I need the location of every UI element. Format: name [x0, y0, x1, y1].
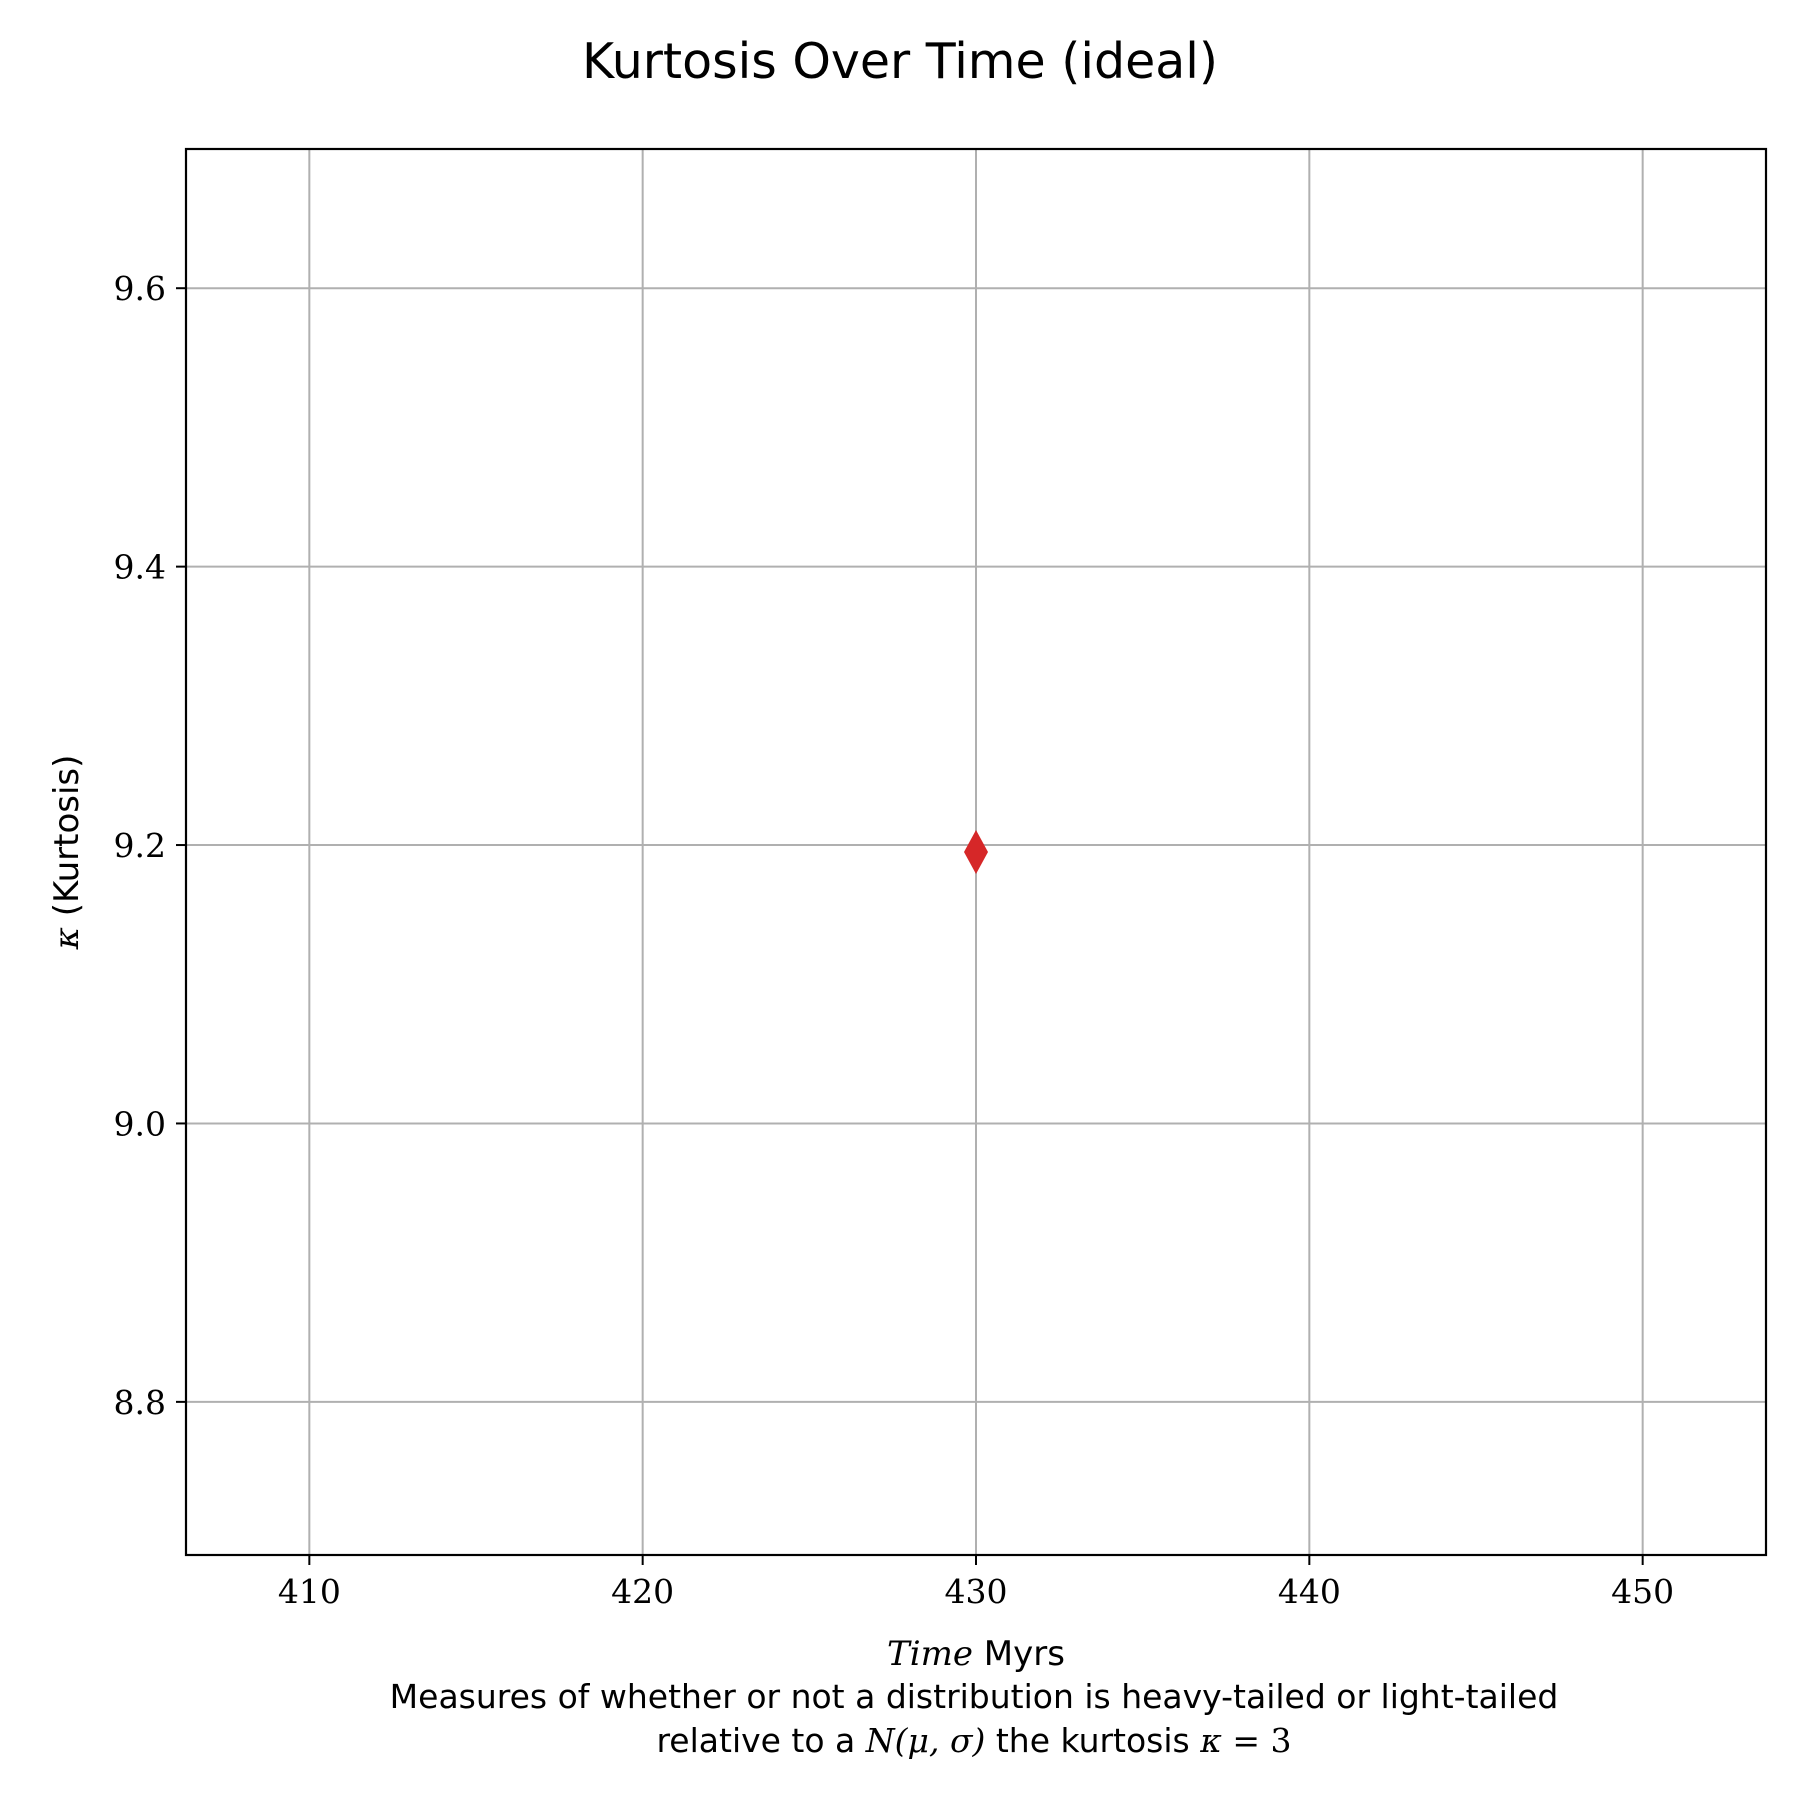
caption-line-2-mid: the kurtosis — [985, 1721, 1200, 1760]
x-tick-label: 410 — [278, 1572, 341, 1611]
caption-line-2: relative to a N(μ, σ) the kurtosis κ = 3 — [656, 1721, 1291, 1760]
x-axis-label-unit: Myrs — [973, 1634, 1065, 1674]
grid — [186, 149, 1766, 1555]
x-axis-label-math: Time — [887, 1634, 973, 1674]
data-points — [964, 830, 988, 874]
chart-title: Kurtosis Over Time (ideal) — [582, 33, 1218, 90]
caption-line-2-math-kappa: κ — [1199, 1721, 1222, 1760]
data-point-diamond — [964, 830, 988, 874]
x-axis-label: Time Myrs — [887, 1634, 1065, 1674]
x-tick-label: 440 — [1278, 1572, 1341, 1611]
y-axis-label: κ (Kurtosis) — [47, 755, 87, 951]
y-axis-label-text: (Kurtosis) — [47, 755, 87, 927]
x-tick-label: 450 — [1611, 1572, 1674, 1611]
y-tick-label: 9.6 — [114, 269, 166, 308]
caption-line-1: Measures of whether or not a distributio… — [390, 1677, 1559, 1716]
x-tick-label: 430 — [945, 1572, 1008, 1611]
y-tick-label: 9.0 — [114, 1104, 166, 1143]
caption-line-2-math-args: (μ, σ) — [895, 1721, 986, 1760]
y-tick-label: 9.2 — [114, 826, 166, 865]
caption-line-2-math-n: N — [865, 1721, 896, 1760]
x-tick-label: 420 — [611, 1572, 674, 1611]
y-tick-label: 8.8 — [114, 1383, 166, 1422]
axis-ticks: 410 420 430 440 450 8.8 9.0 9.2 9.4 9.6 — [114, 269, 1675, 1611]
y-axis-label-symbol: κ — [47, 927, 87, 950]
caption-line-2-eq: = 3 — [1222, 1721, 1292, 1760]
caption-line-2-pre: relative to a — [656, 1721, 865, 1760]
y-tick-label: 9.4 — [114, 548, 166, 587]
